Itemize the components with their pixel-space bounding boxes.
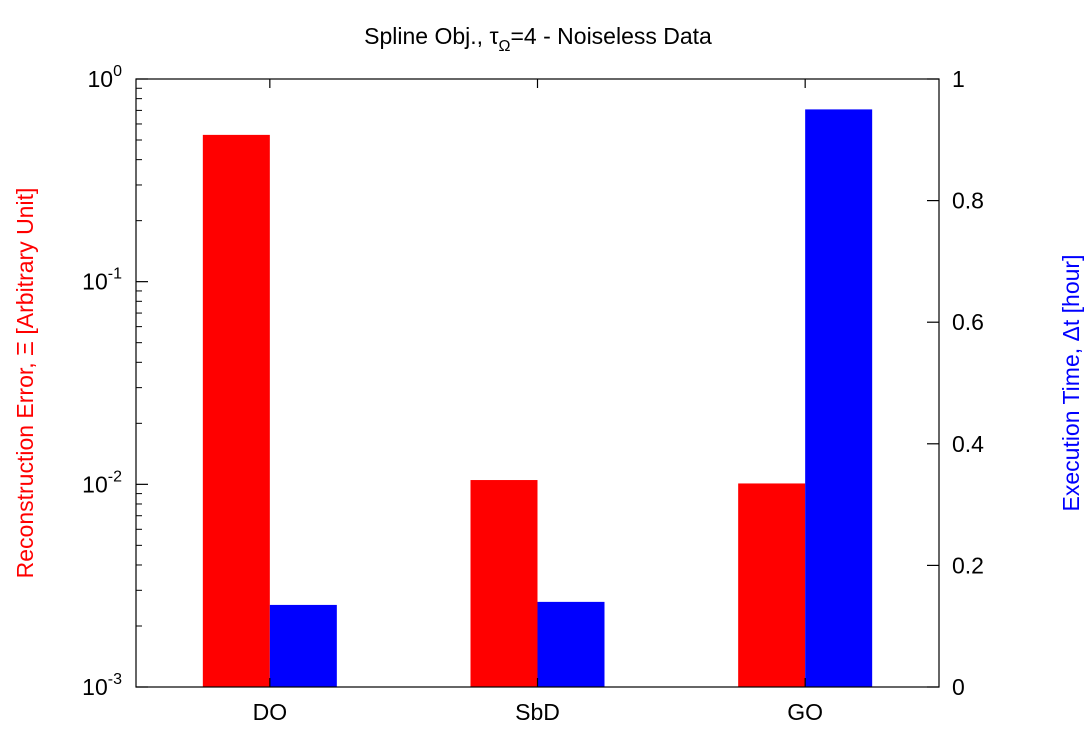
bar-sbd-error: [470, 480, 538, 687]
y-right-label: Execution Time, Δt [hour]: [1058, 254, 1084, 511]
plot-frame: [135, 78, 940, 688]
x-axis: DO SbD GO: [253, 79, 823, 725]
y-left-label-text: Reconstruction Error,: [12, 356, 38, 578]
y-right-label-text: Execution Time,: [1058, 341, 1084, 511]
y-right-tick-label: 0.8: [952, 188, 984, 214]
y-left-label-unit: [Arbitrary Unit]: [12, 188, 38, 341]
y-right-tick-label: 0: [952, 674, 965, 700]
title-prefix: Spline Obj.,: [364, 23, 489, 49]
bar-go-error: [738, 483, 806, 687]
bar-go-time: [805, 109, 873, 687]
y-left-tick-label: 10-2: [82, 468, 122, 497]
y-right-tick-label: 0.6: [952, 309, 984, 335]
x-tick-label: GO: [787, 699, 823, 725]
y-left-tick-label: 10-1: [82, 266, 122, 295]
y-left-label-symbol: Ξ: [12, 341, 38, 356]
y-left-tick-label: 100: [88, 63, 123, 92]
y-right-tick-label: 1: [952, 66, 965, 92]
y-left-tick-label: 10-3: [82, 671, 122, 700]
bar-do-error: [202, 134, 270, 687]
y-right-label-symbol: Δt: [1058, 319, 1084, 341]
x-tick-label: DO: [253, 699, 288, 725]
y-left-label: Reconstruction Error, Ξ [Arbitrary Unit]: [12, 188, 38, 579]
x-tick-label: SbD: [515, 699, 560, 725]
title-suffix: =4 - Noiseless Data: [511, 23, 713, 49]
chart-title: Spline Obj., τΩ=4 - Noiseless Data: [364, 23, 712, 55]
right-axis: 0 0.2 0.4 0.6 0.8 1: [927, 66, 984, 700]
bars: [202, 109, 873, 687]
title-subscript: Ω: [499, 38, 511, 55]
bar-sbd-time: [537, 601, 605, 687]
bar-do-time: [269, 604, 337, 687]
title-symbol: τ: [489, 23, 498, 49]
y-right-tick-label: 0.4: [952, 431, 984, 457]
y-right-label-unit: [hour]: [1058, 254, 1084, 319]
y-right-tick-label: 0.2: [952, 552, 984, 578]
left-axis: 10-3 10-2 10-1 100: [82, 63, 148, 700]
